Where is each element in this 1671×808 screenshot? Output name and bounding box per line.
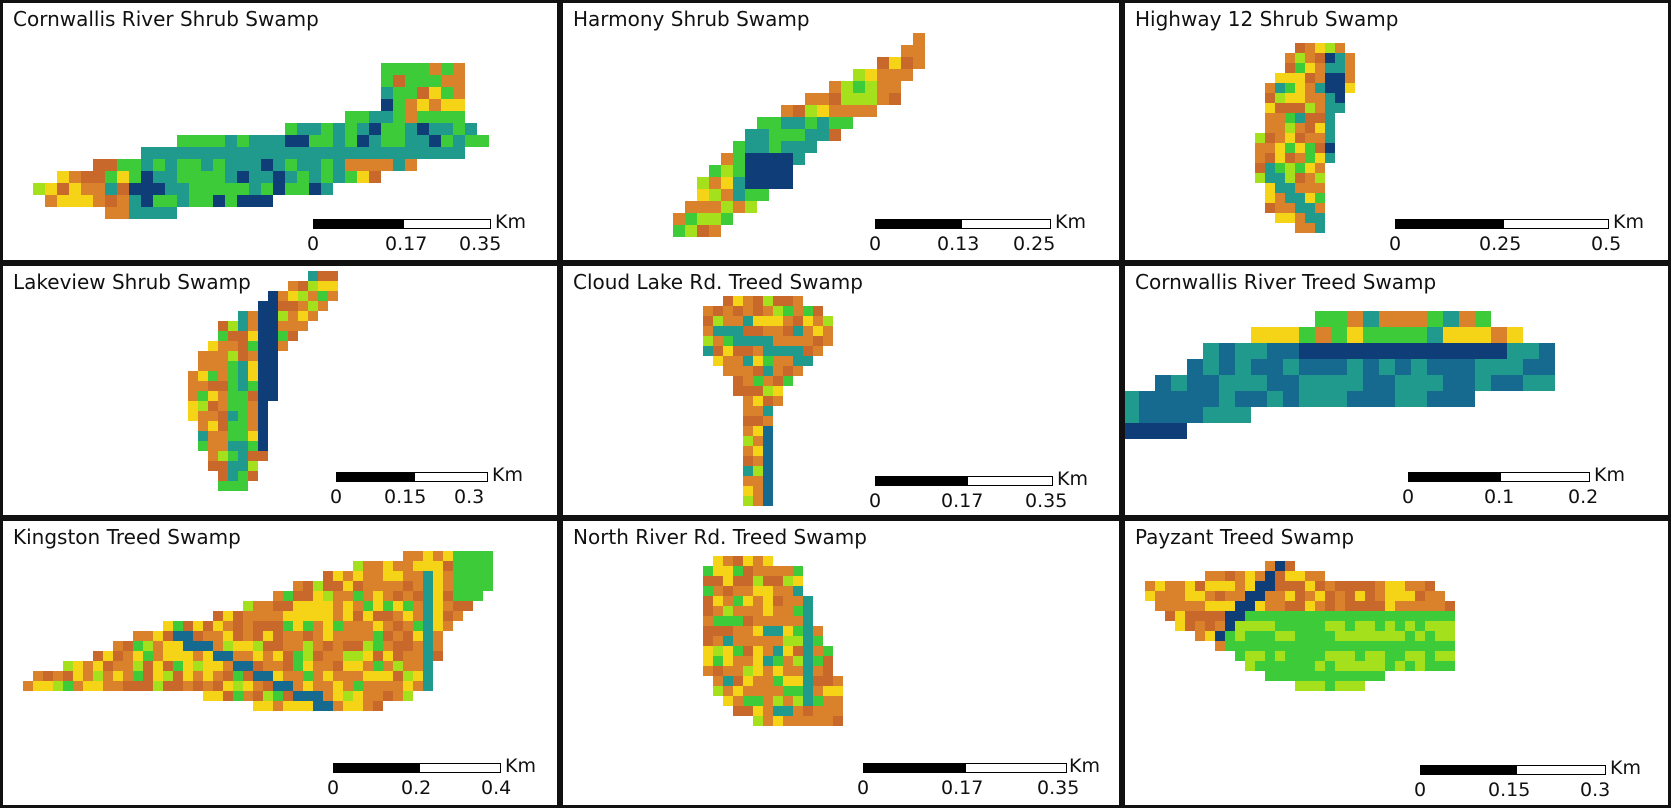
scale-unit: Km bbox=[1057, 468, 1088, 490]
scale-bar: Km 0 0.2 0.4 bbox=[327, 755, 553, 799]
scale-tick: 0 bbox=[327, 777, 340, 799]
panel-title: Highway 12 Shrub Swamp bbox=[1135, 7, 1399, 31]
scale-tick: 0.35 bbox=[459, 233, 502, 255]
scale-bar: Km 0 0.17 0.35 bbox=[857, 755, 1119, 799]
scale-tick: 0.2 bbox=[1568, 486, 1599, 508]
scale-tick: 0.15 bbox=[1488, 779, 1531, 801]
scale-bar: Km 0 0.17 0.35 bbox=[869, 468, 1115, 512]
map-panel-harmony-shrub-swamp: Harmony Shrub Swamp Km 0 0.13 0.25 bbox=[560, 0, 1122, 263]
scale-bar: Km 0 0.17 0.35 bbox=[307, 211, 543, 255]
panel-title: Cloud Lake Rd. Treed Swamp bbox=[573, 270, 863, 294]
swamp-raster-map bbox=[703, 296, 833, 506]
scale-tick: 0.13 bbox=[937, 233, 980, 255]
scale-tick: 0 bbox=[869, 490, 882, 512]
swamp-raster-map bbox=[1125, 311, 1555, 439]
swamp-raster-map bbox=[188, 271, 338, 491]
swamp-raster-map bbox=[1255, 43, 1355, 233]
scale-unit: Km bbox=[495, 211, 526, 233]
swamp-raster-map bbox=[1145, 561, 1455, 691]
scale-bar: Km 0 0.1 0.2 bbox=[1402, 464, 1658, 508]
scale-tick: 0.25 bbox=[1479, 233, 1522, 255]
scale-tick: 0.4 bbox=[481, 777, 512, 799]
scale-tick: 0.35 bbox=[1037, 777, 1080, 799]
scale-bar: Km 0 0.25 0.5 bbox=[1389, 211, 1665, 255]
scale-tick: 0.17 bbox=[941, 777, 984, 799]
scale-tick: 0.3 bbox=[454, 486, 485, 508]
scale-bar: Km 0 0.15 0.3 bbox=[330, 464, 546, 508]
panel-title: Payzant Treed Swamp bbox=[1135, 525, 1355, 549]
scale-tick: 0.5 bbox=[1591, 233, 1622, 255]
panel-title: Kingston Treed Swamp bbox=[13, 525, 241, 549]
map-panel-highway-12-shrub-swamp: Highway 12 Shrub Swamp Km 0 0.25 0.5 bbox=[1122, 0, 1671, 263]
scale-tick: 0.1 bbox=[1484, 486, 1515, 508]
scale-tick: 0.2 bbox=[401, 777, 432, 799]
map-panel-cornwallis-river-treed-swamp: Cornwallis River Treed Swamp Km 0 0.1 0.… bbox=[1122, 263, 1671, 518]
scale-tick: 0 bbox=[1402, 486, 1415, 508]
scale-unit: Km bbox=[1069, 755, 1100, 777]
map-panel-north-river-rd-treed-swamp: North River Rd. Treed Swamp Km 0 0.17 0.… bbox=[560, 518, 1122, 808]
swamp-raster-map bbox=[33, 63, 489, 219]
scale-tick: 0.17 bbox=[385, 233, 428, 255]
panel-title: Cornwallis River Shrub Swamp bbox=[13, 7, 319, 31]
scale-unit: Km bbox=[505, 755, 536, 777]
map-panel-lakeview-shrub-swamp: Lakeview Shrub Swamp Km 0 0.15 0.3 bbox=[0, 263, 560, 518]
scale-tick: 0.35 bbox=[1025, 490, 1068, 512]
scale-unit: Km bbox=[1594, 464, 1625, 486]
scale-tick: 0 bbox=[1389, 233, 1402, 255]
swamp-raster-map bbox=[703, 556, 843, 726]
scale-tick: 0 bbox=[307, 233, 320, 255]
scale-tick: 0 bbox=[1414, 779, 1427, 801]
scale-bar: Km 0 0.13 0.25 bbox=[869, 211, 1105, 255]
swamp-raster-map bbox=[673, 33, 925, 237]
scale-tick: 0.25 bbox=[1013, 233, 1056, 255]
scale-tick: 0.3 bbox=[1580, 779, 1611, 801]
map-panel-cloud-lake-rd-treed-swamp: Cloud Lake Rd. Treed Swamp Km 0 0.17 0.3… bbox=[560, 263, 1122, 518]
scale-unit: Km bbox=[1055, 211, 1086, 233]
panel-title: Harmony Shrub Swamp bbox=[573, 7, 810, 31]
map-panel-kingston-treed-swamp: Kingston Treed Swamp Km 0 0.2 0.4 bbox=[0, 518, 560, 808]
scale-tick: 0.17 bbox=[941, 490, 984, 512]
scale-unit: Km bbox=[1613, 211, 1644, 233]
scale-tick: 0 bbox=[869, 233, 882, 255]
scale-tick: 0.15 bbox=[384, 486, 427, 508]
map-panel-payzant-treed-swamp: Payzant Treed Swamp Km 0 0.15 0.3 bbox=[1122, 518, 1671, 808]
scale-unit: Km bbox=[1610, 757, 1641, 779]
scale-bar: Km 0 0.15 0.3 bbox=[1414, 757, 1660, 801]
swamp-raster-map bbox=[23, 551, 493, 711]
map-panel-cornwallis-river-shrub-swamp: Cornwallis River Shrub Swamp Km 0 0.17 0… bbox=[0, 0, 560, 263]
panel-title: Lakeview Shrub Swamp bbox=[13, 270, 251, 294]
panel-title: North River Rd. Treed Swamp bbox=[573, 525, 867, 549]
scale-tick: 0 bbox=[330, 486, 343, 508]
panel-title: Cornwallis River Treed Swamp bbox=[1135, 270, 1437, 294]
scale-unit: Km bbox=[492, 464, 523, 486]
scale-tick: 0 bbox=[857, 777, 870, 799]
